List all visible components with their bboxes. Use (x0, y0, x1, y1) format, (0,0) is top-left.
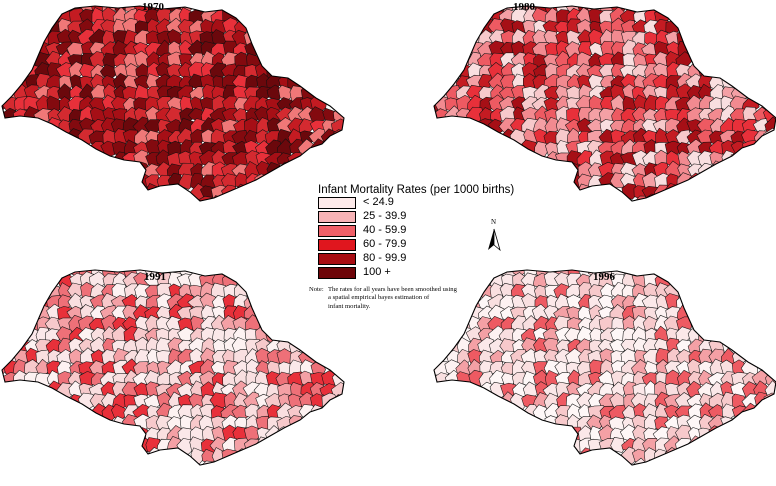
municipality (457, 41, 472, 59)
map-1991 (0, 269, 346, 466)
legend-label: < 24.9 (363, 196, 394, 208)
legend-label: 60 - 79.9 (363, 238, 407, 250)
note-line: a spatial empirical bayes estimation of (328, 294, 430, 302)
map-svg (1, 269, 345, 466)
legend-swatch (318, 225, 356, 237)
map-1970 (0, 5, 346, 202)
legend-label: 25 - 39.9 (363, 210, 407, 222)
map-title-1996: 1996 (593, 271, 615, 283)
municipality (221, 448, 239, 465)
note-line: infant mortality. (328, 302, 371, 310)
state-outline (433, 269, 776, 466)
north-label: N (491, 218, 497, 226)
municipality (445, 63, 462, 79)
map-1996 (432, 269, 776, 466)
map-svg (1, 5, 345, 202)
note: Note: The rates for all years have been … (309, 286, 519, 311)
municipality (24, 41, 40, 59)
municipality (277, 426, 295, 442)
municipality (333, 129, 344, 147)
legend-title: Infant Mortality Rates (per 1000 births) (318, 184, 515, 196)
legend-label: 40 - 59.9 (363, 224, 407, 236)
municipality (534, 141, 548, 158)
map-title-1980: 1980 (513, 1, 535, 13)
legend-item: 25 - 39.9 (318, 210, 558, 224)
municipality (199, 195, 218, 201)
legend-item: 40 - 59.9 (318, 224, 558, 238)
municipality (729, 414, 747, 431)
legend-label: 100 + (363, 266, 391, 278)
map-1980 (432, 5, 776, 202)
legend-item: 100 + (318, 266, 558, 280)
legend-label: 80 - 99.9 (363, 252, 407, 264)
note-key: Note: (309, 286, 324, 293)
legend-swatch (318, 197, 356, 209)
legend-swatch (318, 211, 356, 223)
note-line: The rates for all years have been smooth… (328, 286, 457, 293)
state-outline (433, 5, 776, 202)
municipality (742, 140, 761, 158)
legend-item: 80 - 99.9 (318, 252, 558, 266)
legend-item: 60 - 79.9 (318, 238, 558, 252)
legend-swatch (318, 253, 356, 265)
north-arrow-icon (488, 228, 501, 252)
north-arrow: N (484, 218, 504, 254)
municipality (763, 107, 776, 124)
map-svg (433, 269, 776, 466)
municipality (576, 183, 596, 201)
municipality (444, 326, 462, 343)
legend: Infant Mortality Rates (per 1000 births)… (318, 184, 558, 280)
legend-swatch (318, 267, 356, 279)
map-svg (433, 5, 776, 202)
municipality (36, 284, 51, 299)
state-outline (1, 5, 345, 202)
municipality (46, 271, 62, 289)
map-title-1970: 1970 (142, 1, 164, 13)
municipality (708, 425, 727, 442)
municipality (610, 436, 626, 453)
map-title-1991: 1991 (144, 271, 166, 283)
legend-item: < 24.9 (318, 196, 558, 210)
state-outline (1, 269, 345, 466)
legend-swatch (318, 239, 356, 251)
